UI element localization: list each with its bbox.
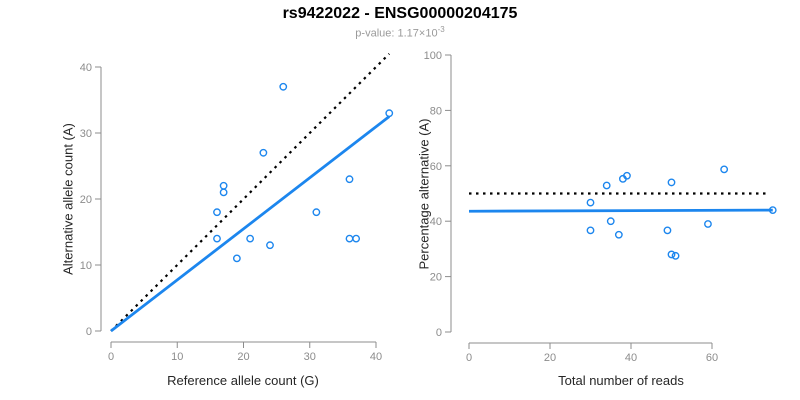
data-point: [663, 226, 672, 235]
data-point: [586, 226, 595, 235]
x-tick-label: 40: [370, 351, 382, 363]
data-point: [667, 250, 676, 259]
data-point: [219, 188, 228, 197]
data-point: [232, 254, 241, 263]
data-point: [266, 241, 274, 250]
chart-title: rs9422022 - ENSG00000204175: [282, 5, 518, 22]
data-point: [614, 230, 623, 239]
data-point: [345, 234, 354, 243]
y-tick-label: 80: [430, 105, 442, 117]
x-tick-label: 0: [108, 351, 114, 363]
data-point: [213, 234, 221, 243]
data-point: [213, 208, 221, 217]
y-tick-label: 40: [430, 216, 442, 228]
mean-percentage-line: [468, 208, 773, 213]
y-tick-label: 20: [80, 194, 92, 206]
pvalue-subtitle: p-value: 1.17×10-3: [0, 25, 800, 40]
data-point: [352, 234, 361, 243]
pvalue-text: p-value: 1.17×10: [355, 27, 438, 40]
data-point: [671, 251, 680, 260]
right-x-axis-title: Total number of reads: [558, 373, 684, 388]
data-point: [667, 178, 676, 187]
y-tick-label: 0: [86, 326, 92, 338]
data-point: [345, 175, 354, 184]
fit-line: [110, 115, 391, 333]
data-point: [259, 148, 268, 157]
y-tick-label: 0: [436, 327, 442, 339]
left-x-axis-title: Reference allele count (G): [167, 373, 319, 388]
data-point: [606, 217, 615, 226]
data-point: [704, 220, 712, 228]
data-point: [602, 181, 611, 190]
y-tick-label: 60: [430, 161, 442, 173]
x-tick-label: 10: [171, 351, 183, 363]
data-point: [279, 82, 288, 91]
x-tick-label: 0: [466, 352, 472, 364]
data-point: [586, 198, 595, 207]
data-point: [312, 208, 321, 217]
x-tick-label: 60: [706, 352, 718, 364]
x-tick-label: 20: [544, 352, 556, 364]
data-point: [219, 181, 228, 190]
pvalue-exponent: -3: [437, 25, 445, 34]
data-point: [385, 109, 394, 118]
data-point: [623, 171, 631, 180]
x-tick-label: 30: [304, 351, 316, 363]
x-tick-label: 40: [625, 352, 637, 364]
data-point: [720, 165, 729, 174]
identity-line: [110, 53, 391, 332]
data-point: [768, 206, 777, 215]
y-tick-label: 20: [430, 272, 442, 284]
y-tick-label: 100: [424, 50, 442, 62]
y-tick-label: 40: [80, 62, 92, 74]
y-tick-label: 10: [80, 260, 92, 272]
x-tick-label: 20: [237, 351, 249, 363]
y-tick-label: 30: [80, 128, 92, 140]
data-point: [246, 234, 255, 243]
